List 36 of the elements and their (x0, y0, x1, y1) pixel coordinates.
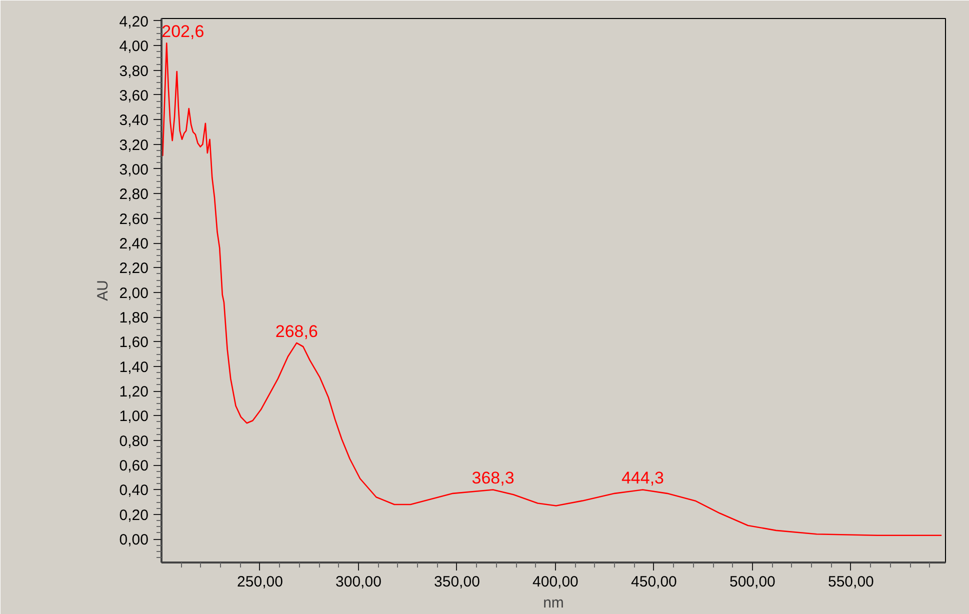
annotation: 368,3 (472, 468, 514, 488)
y-tick-label: 3,60 (119, 87, 149, 104)
x-tick-label: 350,00 (434, 574, 480, 590)
y-tick-label: 2,40 (119, 236, 149, 253)
x-tick-label: 550,00 (828, 574, 874, 590)
y-tick-label: 2,00 (119, 284, 149, 302)
y-tick-label: 2,20 (119, 260, 149, 278)
y-tick-label: 0,00 (119, 532, 149, 549)
y-axis-title: AU (94, 280, 112, 301)
y-tick-label: 1,80 (119, 310, 149, 327)
annotation: 202,6 (162, 22, 204, 42)
y-tick-label: 0,40 (119, 482, 149, 500)
y-tick-label: 2,80 (119, 186, 149, 204)
y-tick-label: 1,20 (119, 384, 149, 401)
y-tick-label: 3,40 (119, 112, 149, 130)
x-tick-label: 400,00 (532, 574, 578, 590)
line-series (162, 42, 942, 536)
y-tick-label: 3,00 (119, 161, 149, 178)
y-tick-label: 1,00 (119, 408, 149, 426)
y-tick-label: 0,20 (119, 506, 149, 524)
x-axis-title: nm (543, 594, 564, 612)
y-tick-label: 3,20 (119, 136, 149, 154)
y-tick-label: 2,60 (119, 210, 149, 228)
y-tick-label: 0,60 (119, 458, 149, 475)
annotation: 268,6 (275, 322, 318, 341)
y-tick-label: 4,00 (119, 38, 149, 56)
x-tick-label: 250,00 (237, 574, 283, 590)
x-tick-label: 450,00 (631, 574, 677, 590)
y-tick-label: 1,40 (119, 358, 149, 376)
y-tick-label: 1,60 (119, 334, 149, 352)
y-tick-label: 0,80 (119, 432, 149, 450)
annotation: 444,3 (621, 468, 664, 488)
y-tick-label: 4,20 (119, 13, 149, 30)
x-tick-label: 500,00 (730, 574, 776, 590)
x-tick-label: 300,00 (336, 574, 382, 590)
y-tick-label: 3,80 (119, 62, 149, 80)
